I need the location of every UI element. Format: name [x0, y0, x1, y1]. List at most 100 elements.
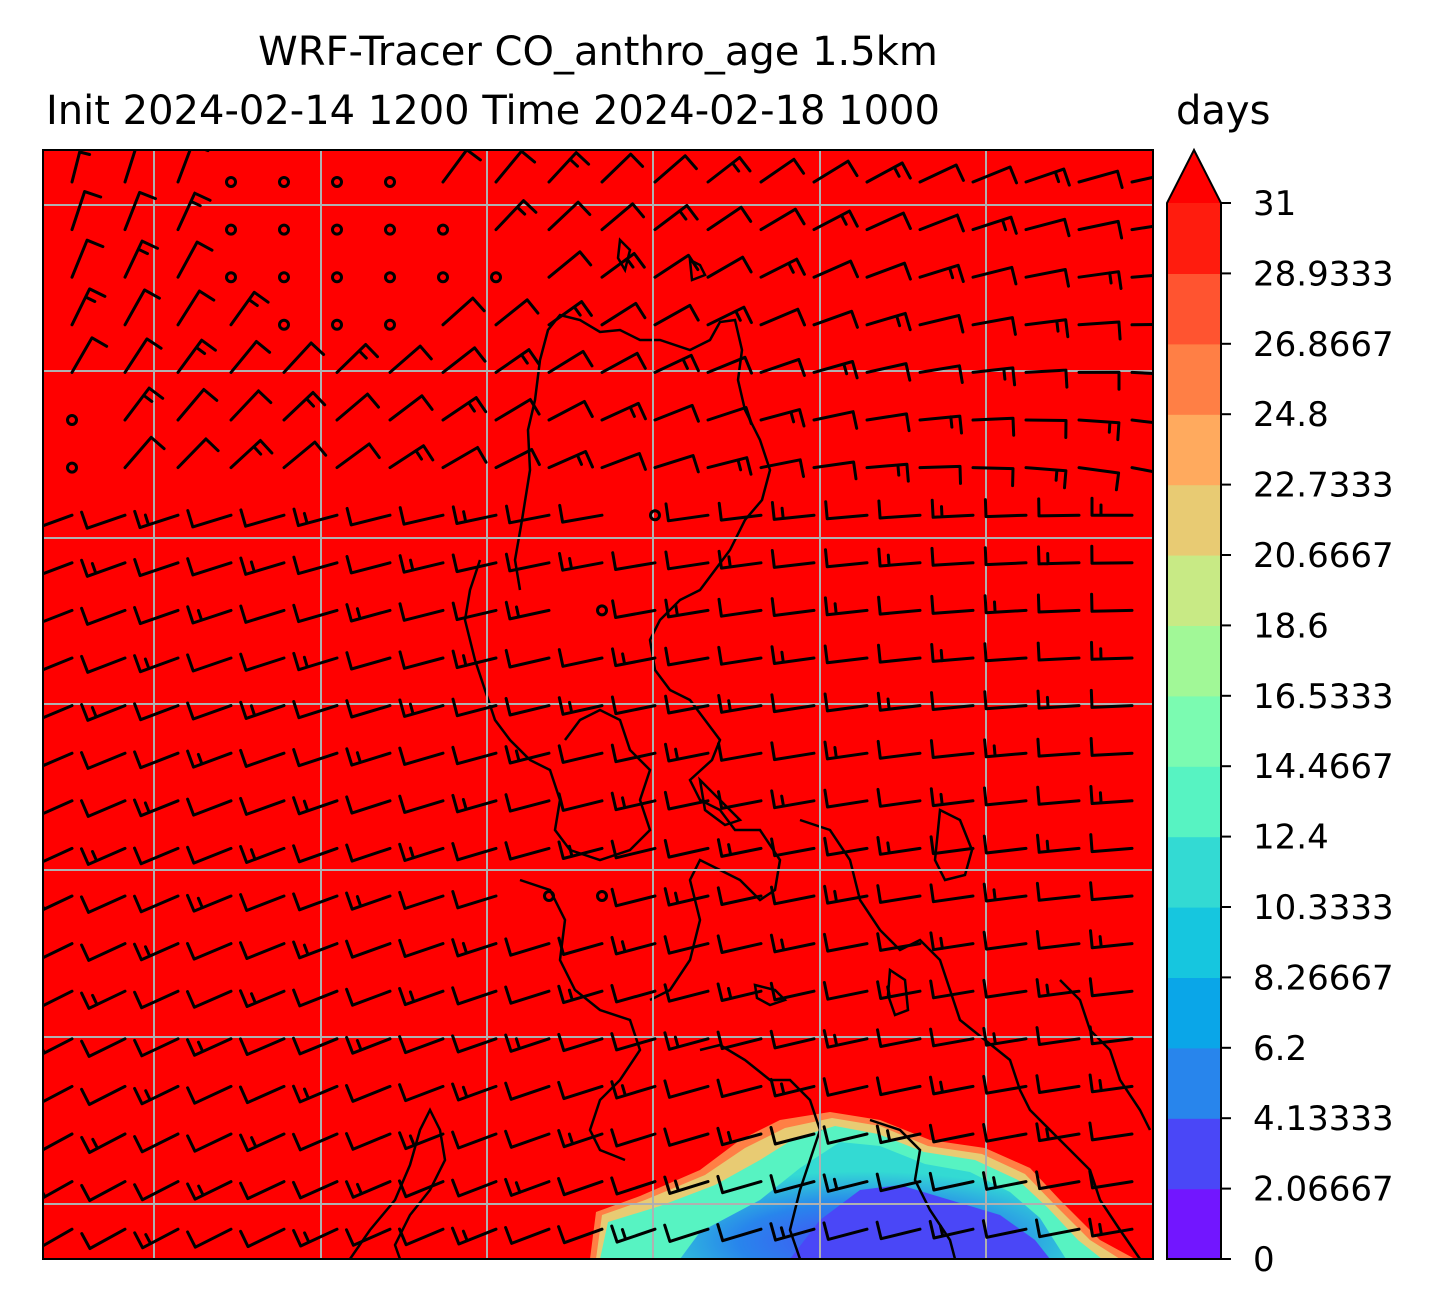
wind-barb: [769, 981, 816, 1002]
wind-barb: [494, 298, 540, 327]
wind-barb: [663, 1031, 710, 1051]
wind-barb: [292, 1180, 339, 1200]
calm-wind-circle: [649, 509, 661, 522]
wind-barb: [335, 392, 380, 422]
wind-barb: [441, 446, 488, 470]
colorbar-outline: [1166, 147, 1222, 1260]
wind-barb: [982, 1026, 1028, 1047]
colorbar-tick-label-0: 0: [1253, 1240, 1275, 1280]
wind-barb: [398, 938, 445, 958]
wind-barb: [43, 1084, 74, 1104]
wind-barb: [43, 561, 74, 576]
wind-barb: [345, 891, 392, 911]
wind-barb: [398, 1227, 445, 1247]
wind-barb: [928, 1219, 975, 1240]
wind-barb: [1035, 881, 1081, 902]
wind-barb: [547, 250, 593, 279]
wind-barb: [557, 1032, 604, 1053]
wind-barb: [929, 979, 975, 1000]
wind-barb: [505, 504, 551, 525]
wind-barb: [918, 364, 964, 384]
wind-barb: [451, 1226, 498, 1246]
title-line2: Init 2024-02-14 1200 Time 2024-02-18 100…: [46, 88, 940, 134]
wind-barb: [80, 1037, 127, 1058]
title-line1: WRF-Tracer CO_anthro_age 1.5km: [258, 29, 938, 75]
wind-barb: [1130, 370, 1153, 376]
wind-barb: [398, 650, 445, 670]
wind-barb: [557, 1177, 604, 1197]
wind-barb: [610, 1128, 657, 1148]
wind-barb: [123, 337, 163, 374]
wind-barb: [865, 211, 912, 232]
wind-barb: [610, 1080, 657, 1100]
wind-barb: [706, 456, 753, 476]
wind-barb: [717, 790, 763, 810]
colorbar-tick-label-11: 22.7333: [1253, 466, 1394, 506]
wind-barb: [983, 498, 1028, 519]
coastline-far-east: [1059, 979, 1152, 1131]
calm-wind-circle: [543, 890, 555, 902]
wind-barb: [504, 985, 551, 1005]
wind-barb: [335, 343, 379, 374]
colorbar-tick-label-7: 14.4667: [1253, 747, 1394, 787]
wind-barb: [716, 1030, 763, 1051]
wind-barb: [1036, 641, 1081, 662]
wind-barb: [1024, 318, 1070, 339]
wind-barb: [663, 935, 710, 955]
wind-barb: [451, 986, 498, 1006]
wind-barb: [292, 507, 339, 528]
wind-barb: [133, 1180, 180, 1202]
wind-barb: [388, 394, 434, 422]
wind-barb: [769, 1126, 816, 1146]
wind-barb: [547, 399, 594, 422]
wind-barb: [441, 296, 486, 327]
wind-barbs: [43, 150, 1153, 1250]
wind-barb: [982, 834, 1028, 855]
wind-barb: [398, 698, 445, 718]
wind-barb: [504, 745, 551, 765]
wind-barb: [239, 1180, 286, 1201]
wind-barb: [706, 305, 753, 327]
wind-barb: [769, 1029, 816, 1050]
wind-barb: [292, 700, 339, 720]
wind-barb: [706, 255, 753, 279]
wind-barb: [706, 406, 753, 426]
colorbar-tick-label-10: 20.6667: [1253, 536, 1394, 576]
wind-barb: [558, 552, 604, 572]
wind-barb: [451, 649, 498, 670]
wind-barb: [345, 939, 392, 959]
wind-barb: [822, 1029, 869, 1049]
wind-barb: [80, 1180, 127, 1202]
wind-barb: [876, 980, 922, 1000]
wind-barb: [610, 743, 657, 764]
colorbar: 0 2.06667 4.13333 6.2 8.26667 10.3333 12.4 14.4…: [1166, 147, 1394, 1280]
wind-barb: [80, 510, 127, 530]
wind-barb: [133, 989, 180, 1010]
wind-barb: [759, 257, 806, 279]
calm-wind-circle: [331, 271, 343, 284]
wind-barb: [812, 360, 859, 380]
wind-barb: [610, 839, 657, 860]
wind-barb: [1024, 368, 1069, 389]
colorbar-tick-label-5: 10.3333: [1253, 888, 1394, 928]
wind-barb: [239, 941, 286, 960]
colorbar-level-13: [1167, 273, 1221, 345]
wind-barb: [1077, 418, 1121, 442]
wind-barb: [133, 750, 180, 770]
colorbar-tick-label-8: 16.5333: [1253, 677, 1394, 717]
wind-barb: [875, 1220, 922, 1241]
wind-barb: [398, 987, 445, 1007]
calm-wind-circle: [596, 890, 608, 902]
colorbar-level-0: [1167, 1188, 1221, 1260]
wind-barb: [982, 1123, 1028, 1143]
wind-barb: [1035, 1074, 1081, 1094]
wind-barb: [971, 165, 1018, 185]
wind-barb: [123, 239, 159, 279]
wind-barb: [1088, 1169, 1134, 1190]
wind-barb: [186, 749, 233, 769]
wind-barb: [123, 435, 166, 470]
wind-barb: [1037, 545, 1081, 566]
wind-barb: [876, 836, 922, 856]
wind-barb: [70, 238, 105, 279]
wind-barb: [1024, 466, 1068, 490]
